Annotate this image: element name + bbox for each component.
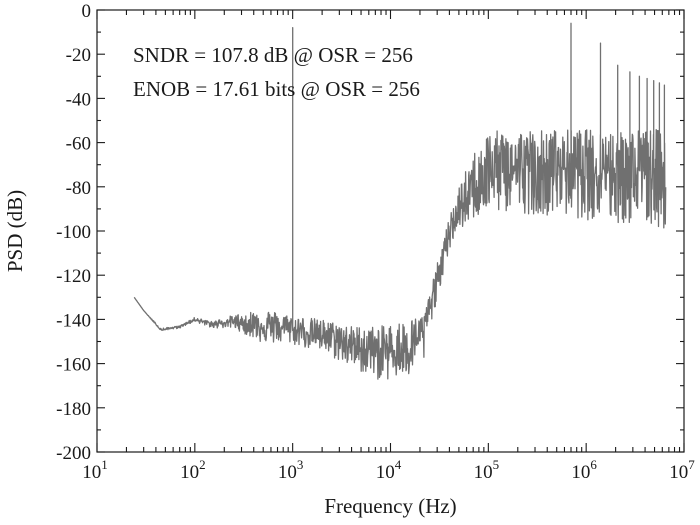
y-tick-label: -140 [56,310,91,331]
y-tick-label: -120 [56,266,91,287]
x-tick-label: 104 [376,457,402,483]
y-tick-label: -40 [66,89,91,110]
y-tick-labels: 0 -20 -40 -60 -80 -100 -120 -140 -160 -180 -200 [56,1,91,464]
y-tick-label: -60 [66,134,91,155]
psd-series-line [133,22,667,380]
axis-ticks [96,9,685,453]
plot-area [133,22,667,380]
y-tick-label: -200 [56,443,91,464]
x-tick-label: 107 [669,457,695,483]
y-tick-label: -20 [66,45,91,66]
x-tick-labels: 101 102 103 104 105 106 107 [82,457,695,483]
y-tick-label: -160 [56,355,91,376]
y-axis-label: PSD (dB) [3,190,27,272]
x-tick-label: 103 [278,457,304,483]
x-tick-label: 101 [82,457,108,483]
enob-annotation: ENOB = 17.61 bits @ OSR = 256 [133,77,420,101]
y-tick-label: -80 [66,178,91,199]
x-tick-label: 106 [571,457,597,483]
x-axis-label: Frequency (Hz) [324,494,456,518]
x-tick-label: 102 [180,457,206,483]
x-tick-label: 105 [474,457,500,483]
y-tick-label: -100 [56,222,91,243]
y-tick-label: -180 [56,399,91,420]
sndr-annotation: SNDR = 107.8 dB @ OSR = 256 [133,43,413,67]
y-tick-label: 0 [82,1,92,22]
